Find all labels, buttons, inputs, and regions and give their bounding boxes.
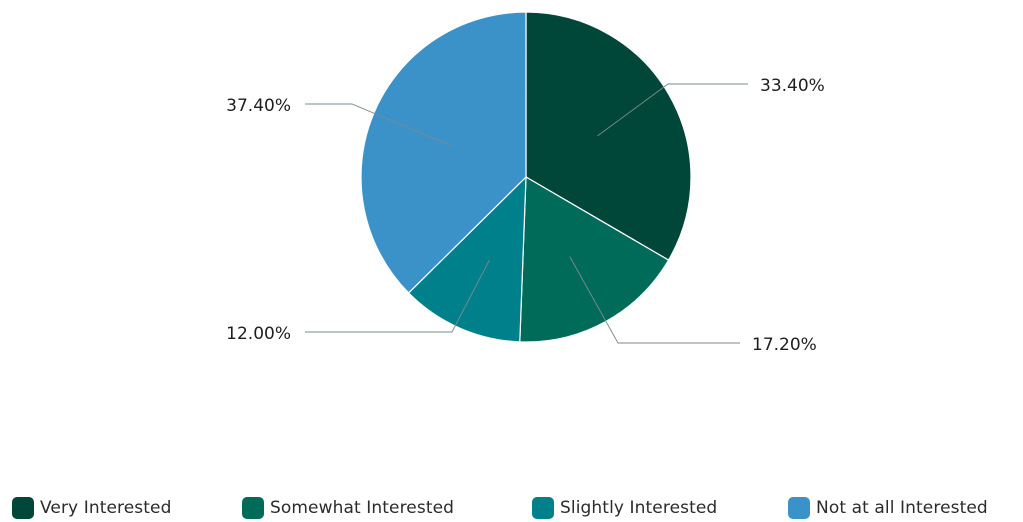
legend-item-somewhat-interested: Somewhat Interested [242, 496, 454, 520]
leader-line-very-interested [597, 83, 748, 137]
legend-swatch-not-at-all-interested [788, 497, 810, 519]
legend-swatch-slightly-interested [532, 497, 554, 519]
legend-item-very-interested: Very Interested [12, 496, 171, 520]
data-label-not-at-all-interested: 37.40% [226, 96, 291, 116]
pie-slice-slightly-interested [407, 175, 527, 343]
legend-label-somewhat-interested: Somewhat Interested [270, 498, 455, 518]
legend-label-not-at-all-interested: Not at all Interested [816, 498, 988, 518]
legend-swatch-somewhat-interested [242, 497, 264, 519]
legend-label-very-interested: Very Interested [40, 498, 172, 518]
leader-line-somewhat-interested [569, 256, 740, 344]
legend-swatch-very-interested [12, 497, 34, 519]
pie-slice-very-interested [525, 11, 692, 261]
chart-legend: Very Interested Somewhat Interested Slig… [0, 494, 1023, 522]
legend-item-not-at-all-interested: Not at all Interested [788, 496, 988, 520]
leader-line-slightly-interested [305, 259, 490, 333]
data-label-somewhat-interested: 17.20% [752, 335, 817, 355]
data-label-very-interested: 33.40% [760, 76, 825, 96]
leader-line-not-at-all-interested [305, 103, 451, 146]
legend-label-slightly-interested: Slightly Interested [560, 498, 718, 518]
data-label-slightly-interested: 12.00% [226, 324, 291, 344]
pie-slice-somewhat-interested [519, 175, 670, 343]
legend-item-slightly-interested: Slightly Interested [532, 496, 717, 520]
